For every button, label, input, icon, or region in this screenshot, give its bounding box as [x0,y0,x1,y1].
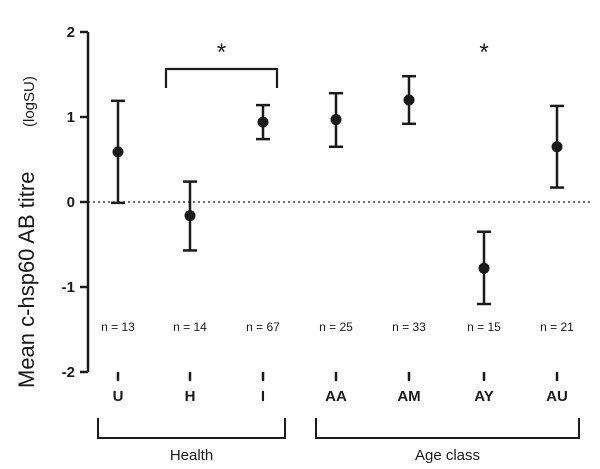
y-tick-label: -1 [62,279,75,296]
group-bracket-health: Health [97,418,286,464]
mean-marker [112,146,124,158]
data-point-h: n = 14 [173,180,207,334]
x-tick-label: H [185,388,196,405]
y-tick-label: 2 [67,24,75,41]
y-tick-label: -2 [62,364,75,381]
sample-size-label: n = 67 [246,320,280,334]
group-bracket-line [315,418,580,439]
significance-star: * [479,39,488,66]
axes: 2 1 0 -1 -2 U H I AA AM AY AU [62,24,592,405]
mean-marker [551,141,563,153]
group-label: Health [170,447,213,464]
y-axis-label: Mean c-hsp60 AB titre [14,172,39,388]
significance-bracket: * [164,39,279,88]
group-bracket-line [97,418,286,439]
sample-size-label: n = 21 [540,320,574,334]
mean-marker [478,262,490,274]
group-label: Age class [415,447,480,464]
x-tick-label: AM [397,388,420,405]
data-point-i: n = 67 [246,103,280,334]
data-point-am: n = 33 [392,74,426,334]
y-axis-unit: (logSU) [21,76,38,127]
sample-size-label: n = 15 [467,320,501,334]
sample-size-label: n = 14 [173,320,207,334]
x-tick-label: AA [325,388,347,405]
mean-marker [184,210,196,222]
data-point-u: n = 13 [101,99,135,334]
sample-size-label: n = 13 [101,320,135,334]
x-tick-label: AU [546,388,568,405]
significance-star: * [217,39,226,66]
data-point-ay: n = 15 [467,230,501,334]
sample-size-label: n = 33 [392,320,426,334]
x-tick-label: U [113,388,124,405]
data-marks: n = 13 n = 14 n = 67 n = 25 n = 33 n = 15 n = … [101,74,574,334]
mean-marker [330,114,342,126]
y-tick-label: 1 [67,109,75,126]
y-tick-label: 0 [67,194,75,211]
data-point-au: n = 21 [540,104,574,334]
x-tick-label: AY [474,388,493,405]
mean-marker [257,116,269,128]
mean-marker [403,94,415,106]
sample-size-label: n = 25 [319,320,353,334]
significance-bracket-line [164,67,279,88]
group-bracket-age-class: Age class [315,418,580,464]
x-tick-label: I [261,388,265,405]
data-point-aa: n = 25 [319,91,353,334]
annotations: Health Age class * * [97,39,580,464]
